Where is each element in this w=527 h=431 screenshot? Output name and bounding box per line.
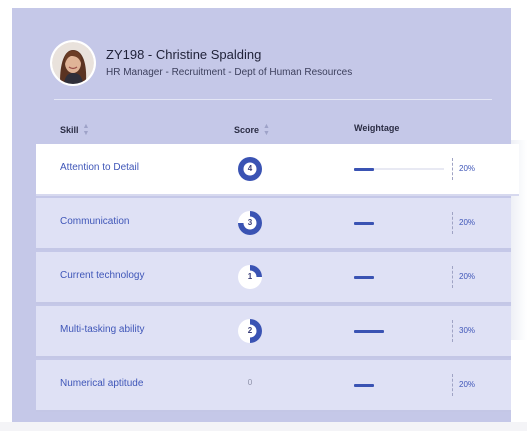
employee-subtitle: HR Manager - Recruitment - Dept of Human… (106, 67, 353, 78)
score-value: 0 (247, 378, 253, 387)
bottom-strip (0, 422, 527, 431)
weightage-fill (354, 168, 374, 171)
weightage-fill (354, 330, 384, 333)
weightage-marker (452, 158, 454, 180)
skill-name[interactable]: Current technology (60, 270, 145, 281)
weightage-label: 30% (459, 326, 476, 335)
column-header-score[interactable]: Score ▲ ▼ (234, 123, 270, 137)
weightage-marker (452, 212, 454, 234)
weightage-marker (452, 320, 454, 342)
table-row[interactable]: Numerical aptitude 0 20% (36, 360, 511, 412)
weightage-marker (452, 266, 454, 288)
score-value: 3 (247, 218, 253, 227)
score-badge: 4 (238, 157, 262, 181)
score-badge: 3 (238, 211, 262, 235)
weightage-fill (354, 222, 374, 225)
sort-icon[interactable]: ▲ ▼ (82, 123, 90, 137)
skill-name[interactable]: Attention to Detail (60, 162, 139, 173)
weightage-label: 20% (459, 272, 476, 281)
weightage-slider[interactable] (354, 168, 444, 171)
weightage-slider[interactable] (354, 384, 444, 387)
weightage-slider[interactable] (354, 222, 444, 225)
column-header-skill-label: Skill (60, 125, 79, 135)
avatar (52, 42, 94, 84)
weightage-slider[interactable] (354, 276, 444, 279)
table-row[interactable]: Multi-tasking ability 2 30% (36, 306, 511, 358)
weightage-label: 20% (459, 164, 476, 173)
sort-icon[interactable]: ▲ ▼ (263, 123, 270, 137)
weightage-fill (354, 276, 374, 279)
score-value: 1 (247, 272, 253, 281)
score-value: 2 (247, 326, 253, 335)
column-header-weightage-label: Weightage (354, 123, 400, 133)
score-badge: 1 (238, 265, 262, 289)
column-header-skill[interactable]: Skill ▲ ▼ (60, 123, 89, 137)
header-divider (54, 99, 492, 100)
score-badge: 2 (238, 319, 262, 343)
table-row[interactable]: Current technology 1 20% (36, 252, 511, 304)
weightage-label: 20% (459, 380, 476, 389)
weightage-marker (452, 374, 454, 396)
skill-name[interactable]: Numerical aptitude (60, 378, 144, 389)
weightage-fill (354, 384, 374, 387)
employee-name: ZY198 - Christine Spalding (106, 47, 262, 62)
table-row[interactable]: Communication 3 20% (36, 198, 511, 250)
weightage-label: 20% (459, 218, 476, 227)
skill-name[interactable]: Communication (60, 216, 130, 227)
skill-name[interactable]: Multi-tasking ability (60, 324, 145, 335)
table-row[interactable]: Attention to Detail 4 20% (36, 144, 519, 196)
weightage-slider[interactable] (354, 330, 444, 333)
score-value: 4 (247, 164, 253, 173)
column-header-weightage: Weightage (354, 123, 399, 133)
column-header-score-label: Score (234, 125, 260, 135)
